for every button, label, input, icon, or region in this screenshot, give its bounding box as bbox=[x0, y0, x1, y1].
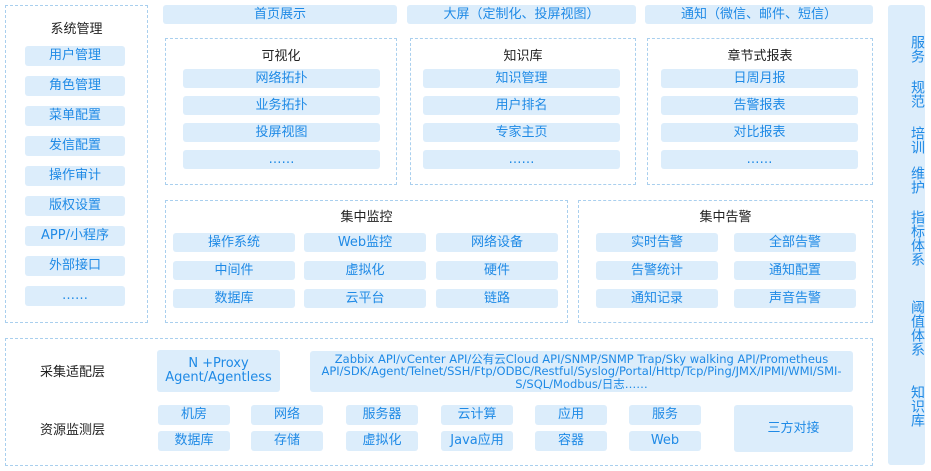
system-management-item: 操作审计 bbox=[25, 166, 125, 186]
visualization-panel bbox=[165, 38, 397, 185]
side-panel-item: 阈值体系 bbox=[909, 300, 925, 356]
knowledge-base-item: 知识管理 bbox=[423, 69, 620, 88]
side-panel-item: 指标体系 bbox=[909, 210, 925, 266]
side-panel-item: 维护 bbox=[909, 166, 925, 194]
monitoring-item: 数据库 bbox=[173, 289, 295, 308]
visualization-item: 网络拓扑 bbox=[183, 69, 380, 88]
monitoring-item: 网络设备 bbox=[436, 233, 558, 252]
monitoring-item: 云平台 bbox=[304, 289, 426, 308]
system-management-panel bbox=[5, 5, 148, 323]
system-management-item: APP/小程序 bbox=[25, 226, 125, 246]
monitoring-panel bbox=[165, 200, 568, 323]
resource-layer-label: 资源监测层 bbox=[40, 423, 106, 438]
top-bar-item: 首页展示 bbox=[163, 5, 397, 24]
side-panel-item: 规范 bbox=[909, 80, 925, 108]
reports-item: …… bbox=[661, 150, 858, 169]
resource-item: 存储 bbox=[251, 431, 323, 451]
resource-item: 数据库 bbox=[158, 431, 230, 451]
system-management-item: 版权设置 bbox=[25, 196, 125, 216]
top-bar-item: 大屏（定制化、投屏视图） bbox=[407, 5, 636, 24]
monitoring-item: 硬件 bbox=[436, 261, 558, 280]
reports-item: 告警报表 bbox=[661, 96, 858, 115]
system-management-item: …… bbox=[25, 286, 125, 306]
monitoring-item: 链路 bbox=[436, 289, 558, 308]
alerting-panel bbox=[578, 200, 873, 323]
reports-item: 日周月报 bbox=[661, 69, 858, 88]
monitoring-item: 虚拟化 bbox=[304, 261, 426, 280]
knowledge-base-title: 知识库 bbox=[503, 49, 543, 64]
resource-item: 服务器 bbox=[346, 405, 418, 425]
system-management-item: 角色管理 bbox=[25, 76, 125, 96]
side-panel bbox=[888, 5, 925, 465]
alerting-item: 通知记录 bbox=[596, 289, 718, 308]
monitoring-title: 集中监控 bbox=[340, 210, 393, 225]
protocols-box: Zabbix API/vCenter API/公有云Cloud API/SNMP… bbox=[310, 351, 853, 392]
visualization-item: …… bbox=[183, 150, 380, 169]
alerting-item: 通知配置 bbox=[734, 261, 856, 280]
reports-item: 对比报表 bbox=[661, 123, 858, 142]
monitoring-item: 中间件 bbox=[173, 261, 295, 280]
top-bar-item: 通知（微信、邮件、短信） bbox=[645, 5, 873, 24]
system-management-item: 菜单配置 bbox=[25, 106, 125, 126]
resource-item: 容器 bbox=[535, 431, 607, 451]
resource-item: Java应用 bbox=[441, 431, 513, 451]
knowledge-base-item: 用户排名 bbox=[423, 96, 620, 115]
alerting-item: 全部告警 bbox=[734, 233, 856, 252]
resource-item: 机房 bbox=[158, 405, 230, 425]
alerting-item: 告警统计 bbox=[596, 261, 718, 280]
knowledge-base-panel bbox=[410, 38, 636, 185]
side-panel-item: 服务 bbox=[909, 35, 925, 63]
resource-item: 网络 bbox=[251, 405, 323, 425]
visualization-item: 投屏视图 bbox=[183, 123, 380, 142]
alerting-item: 实时告警 bbox=[596, 233, 718, 252]
resource-item: 虚拟化 bbox=[346, 431, 418, 451]
knowledge-base-item: 专家主页 bbox=[423, 123, 620, 142]
third-party-box: 三方对接 bbox=[734, 405, 853, 452]
resource-item: 云计算 bbox=[441, 405, 513, 425]
resource-item: 服务 bbox=[629, 405, 701, 425]
visualization-item: 业务拓扑 bbox=[183, 96, 380, 115]
collection-layer-label: 采集适配层 bbox=[40, 365, 106, 380]
collection-resource-panel bbox=[5, 338, 873, 466]
visualization-title: 可视化 bbox=[261, 49, 301, 64]
reports-title: 章节式报表 bbox=[727, 49, 793, 64]
system-management-item: 用户管理 bbox=[25, 46, 125, 66]
resource-item: Web bbox=[629, 431, 701, 451]
side-panel-item: 培训 bbox=[909, 126, 925, 154]
resource-item: 应用 bbox=[535, 405, 607, 425]
monitoring-item: Web监控 bbox=[304, 233, 426, 252]
knowledge-base-item: …… bbox=[423, 150, 620, 169]
alerting-item: 声音告警 bbox=[734, 289, 856, 308]
monitoring-item: 操作系统 bbox=[173, 233, 295, 252]
alerting-title: 集中告警 bbox=[699, 210, 752, 225]
system-management-item: 发信配置 bbox=[25, 136, 125, 156]
system-management-title: 系统管理 bbox=[50, 22, 103, 37]
reports-panel bbox=[647, 38, 873, 185]
system-management-item: 外部接口 bbox=[25, 256, 125, 276]
side-panel-item: 知识库 bbox=[909, 385, 925, 427]
proxy-box: N +Proxy Agent/Agentless bbox=[157, 350, 280, 392]
